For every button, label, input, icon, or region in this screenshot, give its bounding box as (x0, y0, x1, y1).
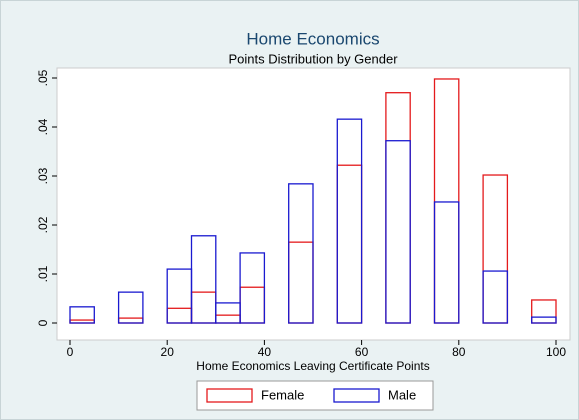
bar (190, 235, 217, 324)
y-tick-label: .05 (36, 69, 50, 86)
legend-label: Female (261, 387, 304, 402)
chart-subtitle: Points Distribution by Gender (228, 51, 398, 66)
y-tick-label: .02 (36, 216, 50, 233)
x-tick-label: 20 (161, 345, 175, 359)
y-tick-label: .03 (36, 167, 50, 184)
bar (69, 306, 95, 324)
bar (433, 201, 460, 324)
y-tick-label: 0 (36, 319, 50, 326)
bar (239, 252, 266, 324)
legend-label: Male (388, 387, 416, 402)
legend-box (196, 380, 434, 411)
bar (336, 118, 363, 324)
x-tick-label: 80 (452, 345, 466, 359)
x-tick-label: 0 (67, 345, 74, 359)
bar (482, 270, 509, 324)
bar (117, 291, 144, 324)
x-axis-label: Home Economics Leaving Certificate Point… (196, 359, 429, 373)
bar (531, 316, 557, 324)
chart-title: Home Economics (246, 29, 379, 48)
bar (385, 140, 411, 324)
x-tick-label: 40 (258, 345, 272, 359)
legend-swatch (206, 388, 253, 403)
y-tick-label: .01 (36, 265, 50, 282)
bar (288, 183, 314, 324)
x-tick-label: 100 (546, 345, 566, 359)
x-tick-label: 60 (355, 345, 369, 359)
legend-swatch (333, 388, 380, 403)
y-tick-label: .04 (36, 118, 50, 135)
